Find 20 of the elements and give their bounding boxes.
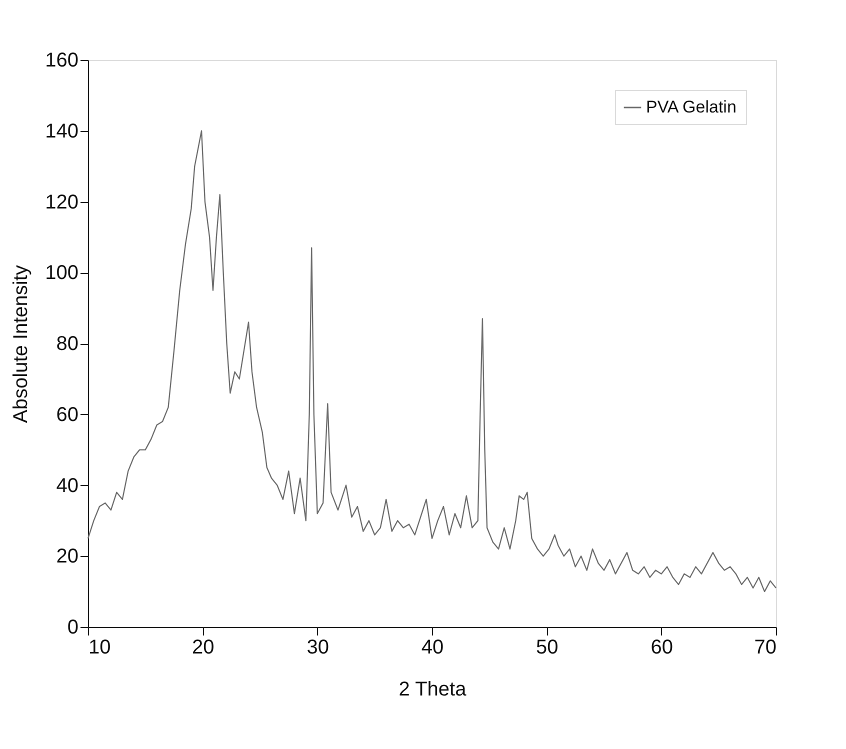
x-axis-title: 2 Theta bbox=[398, 678, 468, 700]
y-tick-label: 0 bbox=[67, 616, 78, 638]
x-tick-label: 10 bbox=[88, 636, 111, 658]
y-tick-label: 40 bbox=[56, 474, 78, 497]
y-axis-title: Absolute Intensity bbox=[10, 265, 32, 423]
x-tick-label: 60 bbox=[650, 636, 673, 658]
y-tick-label: 80 bbox=[56, 333, 78, 355]
x-tick-label: 20 bbox=[192, 636, 214, 658]
x-tick-label: 30 bbox=[306, 636, 329, 658]
x-tick-label: 70 bbox=[754, 636, 776, 658]
y-tick-label: 120 bbox=[45, 191, 78, 214]
y-tick-label: 60 bbox=[56, 404, 78, 426]
y-tick-label: 160 bbox=[45, 50, 78, 72]
x-tick-label: 40 bbox=[421, 636, 444, 658]
y-tick-label: 140 bbox=[45, 120, 78, 142]
x-tick-label: 50 bbox=[536, 636, 558, 658]
y-tick-label: 100 bbox=[45, 262, 78, 284]
y-tick-label: 20 bbox=[56, 546, 78, 568]
line-series bbox=[87, 130, 777, 592]
legend-label: PVA Gelatin bbox=[646, 98, 736, 116]
